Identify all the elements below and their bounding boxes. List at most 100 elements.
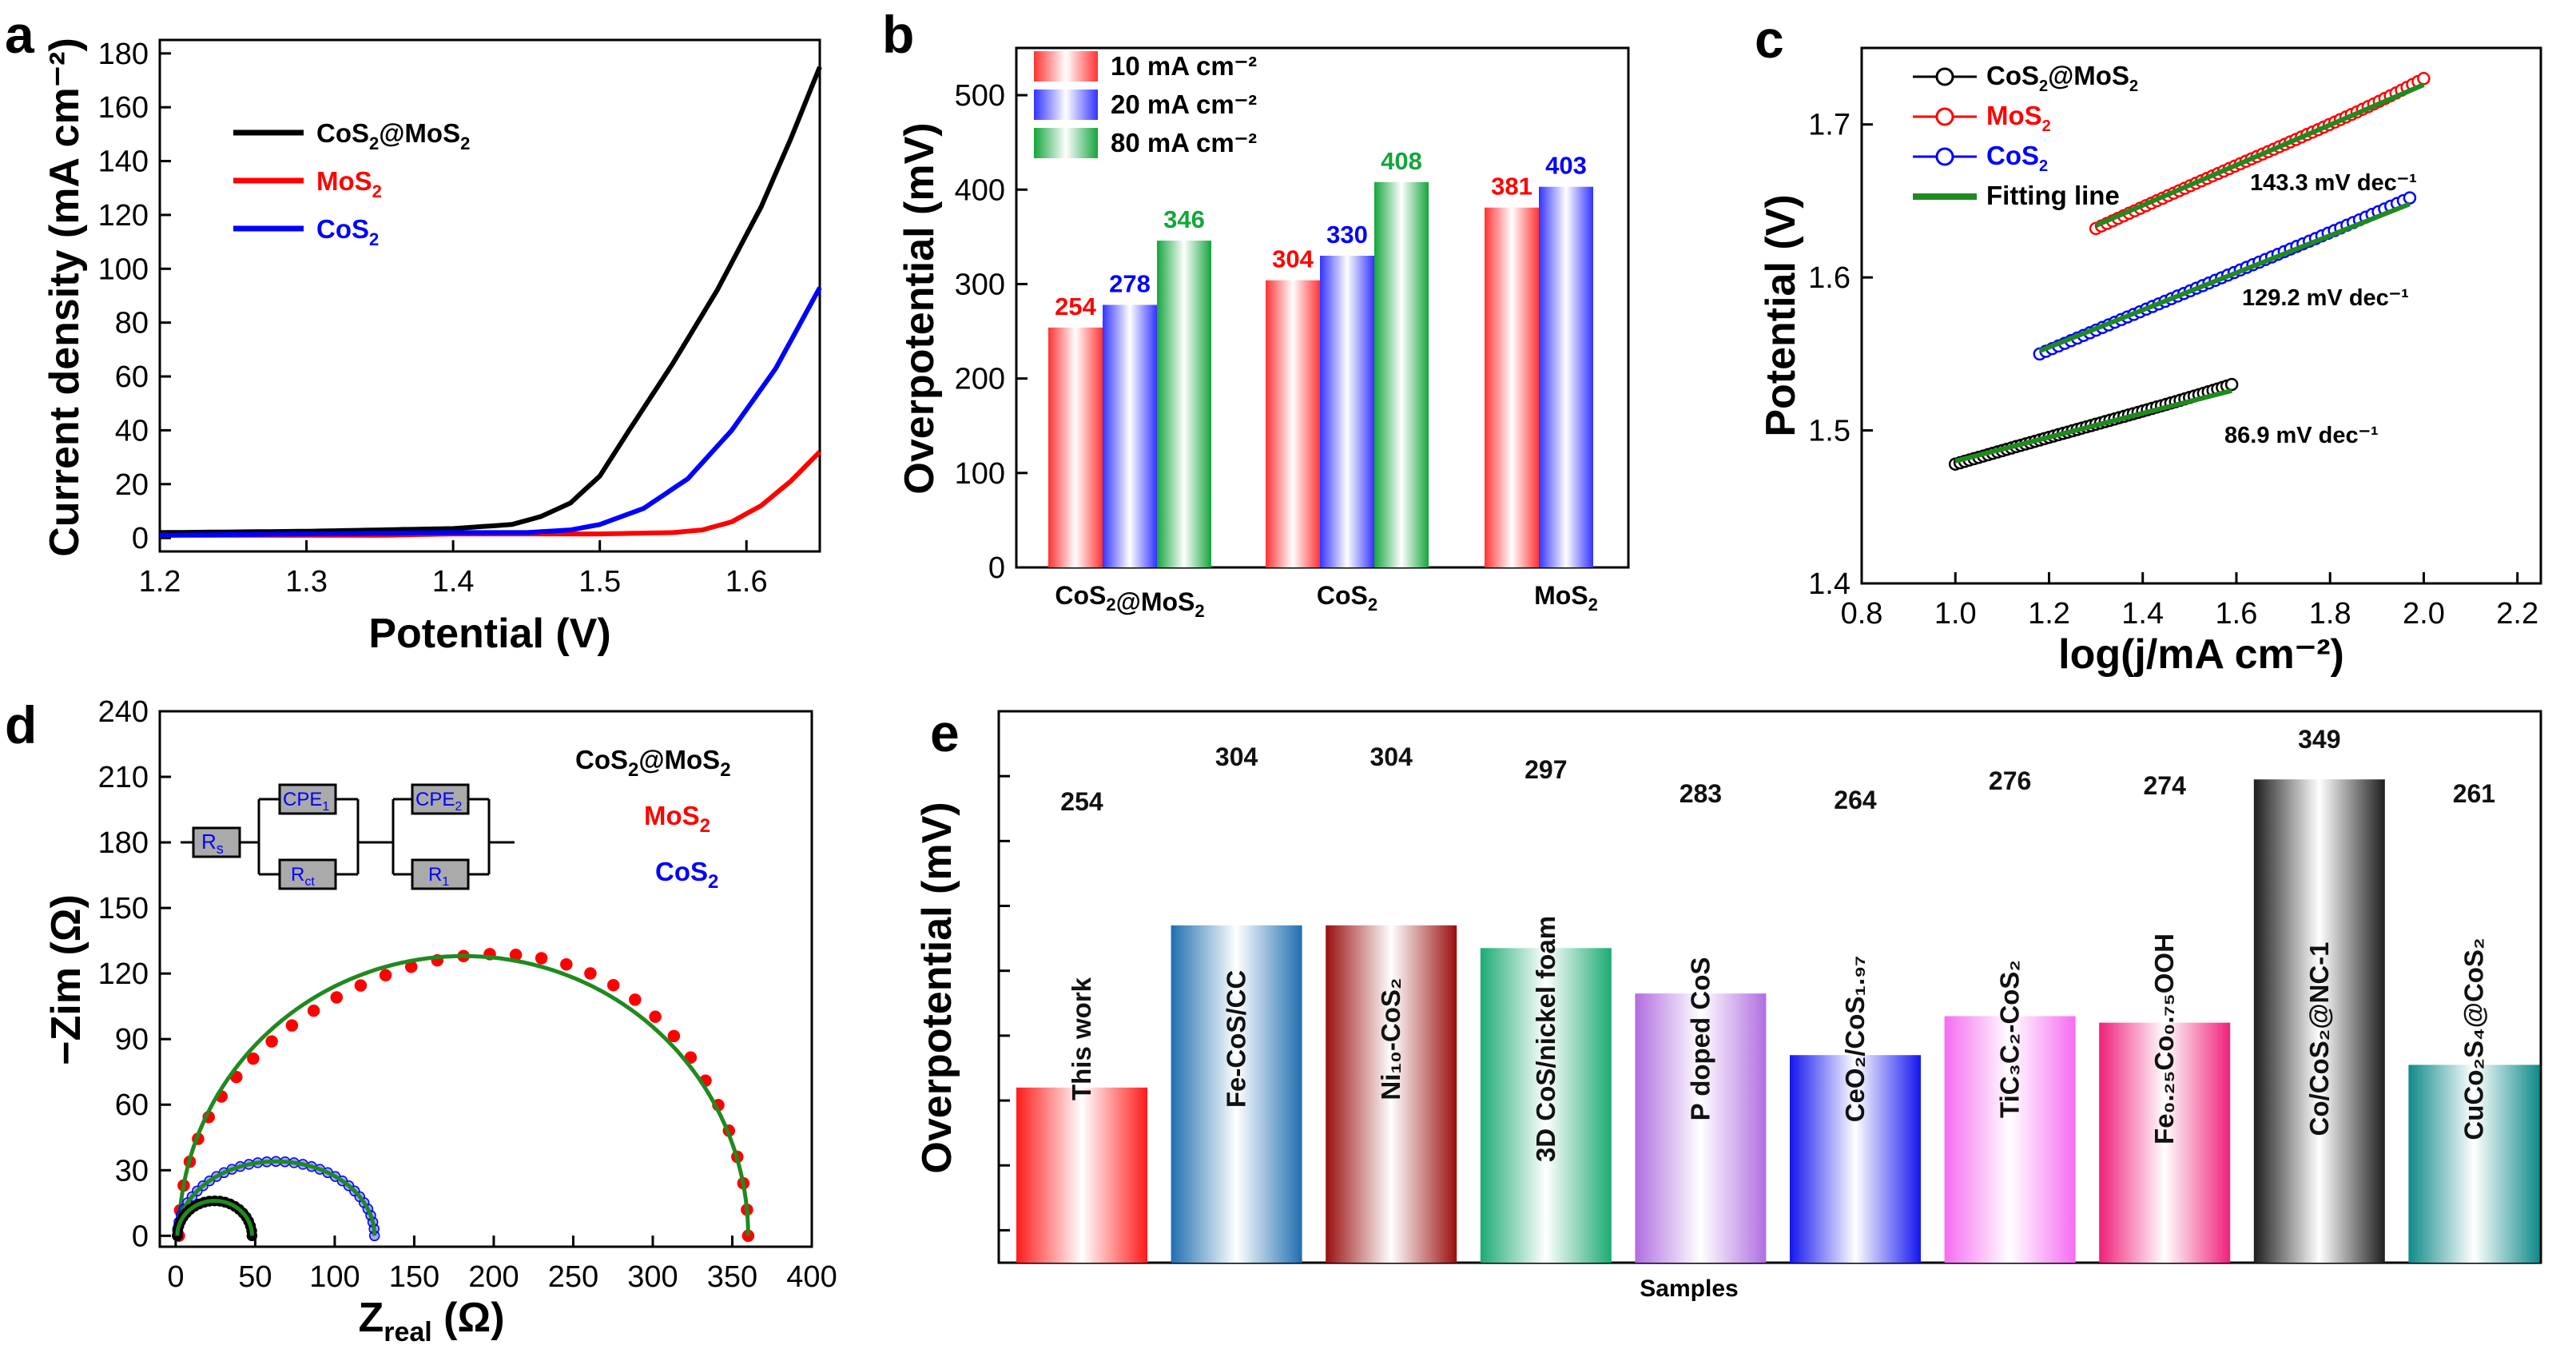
panel-b-letter: b	[882, 5, 914, 64]
bar-7	[2099, 1022, 2231, 1263]
bar-name-label: Fe-CoS/CC	[1222, 970, 1251, 1108]
x-tick-label: 350	[707, 1260, 757, 1294]
y-tick-label: 1.7	[1808, 109, 1851, 142]
x-tick-label-cos2mos2: CoS2@MoS2	[1055, 581, 1204, 621]
bar-cos2mos2-80	[1157, 241, 1211, 567]
y-tick-label: 1.6	[1808, 261, 1851, 295]
legend-label-cos2-c: CoS2	[1986, 141, 2048, 175]
panel-b-bars: 254 278 346 304 330 408 381 403	[1048, 147, 1593, 567]
panel-e: e 254 This work 304 Fe-CoS/CC 304 Ni₁₀-CoS₂ 29…	[914, 703, 2542, 1302]
y-tick-label: 200	[955, 363, 1005, 396]
circuit-cpe2-label: CPE2	[415, 789, 462, 814]
panel-a-frame	[158, 38, 821, 553]
bar-name-label: 3D CoS/nickel foam	[1531, 916, 1560, 1162]
y-tick-label: 100	[955, 457, 1005, 491]
panel-e-frame	[997, 710, 2542, 1264]
bar-2	[1326, 925, 1457, 1263]
panel-e-bars: 254 This work 304 Fe-CoS/CC 304 Ni₁₀-CoS₂ 297 3…	[1016, 725, 2540, 1263]
panel-a-ticks: 1.2 1.3 1.4 1.5 1.6 0 20 40 60 80 100 120 140 160 180	[98, 38, 768, 599]
panel-e-ticks	[999, 774, 1010, 1232]
panel-d-points	[172, 948, 755, 1243]
x-tick-label: 1.8	[2309, 597, 2351, 631]
circuit-r1-label: R1	[428, 864, 449, 889]
bar-value-label: 264	[1834, 786, 1877, 814]
y-tick-label: 140	[98, 145, 149, 179]
data-point-mos2	[247, 1052, 260, 1065]
y-tick-label: 210	[98, 761, 149, 794]
legend-label-cos2-d: CoS2	[655, 857, 718, 893]
circuit-cpe1-label: CPE1	[283, 789, 329, 814]
panel-c-xlabel: log(j/mA cm⁻²)	[2058, 631, 2344, 678]
y-tick-label: 100	[98, 253, 149, 286]
legend-marker-mos2-c	[1935, 107, 1954, 126]
data-point-cos2	[2403, 191, 2417, 205]
circuit-rct-label: Rct	[291, 864, 315, 889]
panel-a-xlabel: Potential (V)	[368, 611, 610, 657]
x-tick-label: 1.4	[2121, 597, 2164, 631]
x-tick-label: 1.0	[1934, 597, 1977, 631]
circuit-rs	[192, 826, 241, 858]
x-tick-label: 1.6	[725, 565, 768, 599]
x-tick-label: 1.3	[285, 565, 328, 599]
legend-label-fit: Fitting line	[1986, 181, 2120, 210]
y-tick-label: 400	[955, 173, 1005, 207]
bar-3	[1480, 948, 1612, 1263]
circuit-r1	[411, 858, 470, 890]
equivalent-circuit	[181, 798, 515, 876]
bar-name-label: Ni₁₀-CoS₂	[1376, 977, 1405, 1100]
bar-value-label: 381	[1491, 173, 1532, 201]
bar-value-label: 408	[1381, 147, 1422, 175]
bar-value-label: 304	[1272, 245, 1314, 273]
slope-label-mos2: 143.3 mV dec⁻¹	[2250, 170, 2417, 196]
bar-value-label: 278	[1109, 269, 1151, 297]
data-point-mos2	[649, 1010, 662, 1023]
y-tick-label: 120	[98, 199, 149, 233]
fit-curve-mos2	[177, 953, 750, 1236]
bar-value-label: 304	[1370, 742, 1413, 771]
data-point-mos2	[2417, 72, 2431, 86]
legend-label-mos2-d: MoS2	[644, 801, 710, 837]
bar-value-label: 403	[1545, 152, 1587, 180]
x-tick-label: 2.2	[2496, 597, 2538, 631]
panel-e-xlabel: Samples	[1640, 1275, 1738, 1302]
fit-line-cos2	[2038, 201, 2411, 353]
y-tick-label: 0	[132, 1220, 149, 1253]
legend-label-cos2mos2-c: CoS2@MoS2	[1986, 61, 2138, 95]
panel-b-ticks: 0 100 200 300 400 500 CoS2@MoS2 CoS2 MoS2	[955, 79, 1598, 621]
bar-1	[1171, 925, 1302, 1263]
bar-value-label: 261	[2453, 779, 2495, 808]
bar-value-label: 254	[1060, 787, 1103, 816]
data-point-cos2mos2	[2224, 377, 2239, 392]
panel-c-letter: c	[1755, 10, 1784, 69]
bar-8	[2253, 779, 2385, 1263]
y-tick-label: 240	[98, 695, 149, 729]
data-point-mos2	[629, 993, 642, 1006]
legend-label-10: 10 mA cm⁻²	[1111, 51, 1257, 81]
x-tick-label: 200	[468, 1260, 519, 1294]
slope-label-cos2mos2: 86.9 mV dec⁻¹	[2224, 423, 2379, 448]
bar-value-label: 254	[1055, 293, 1096, 320]
panel-d-ticks: 0 50 100 150 200 250 300 350 400 0 30 60 90 120 150 180…	[98, 695, 837, 1294]
circuit-cpe2	[411, 783, 470, 815]
circuit-rct	[278, 858, 337, 890]
y-tick-label: 160	[98, 91, 149, 125]
data-point-mos2	[584, 967, 597, 980]
legend-label-cos2mos2: CoS2@MoS2	[316, 118, 470, 153]
bar-9	[2408, 1065, 2540, 1263]
bar-name-label: Fe₀.₂₅Co₀.₇₅OOH	[2149, 933, 2179, 1144]
y-tick-label: 60	[115, 1088, 149, 1122]
bar-6	[1944, 1016, 2076, 1263]
bar-name-label: Co/CoS₂@NC-1	[2304, 941, 2334, 1136]
panel-a-series	[159, 66, 822, 538]
y-tick-label: 1.5	[1808, 415, 1851, 448]
x-tick-label: 1.2	[139, 565, 181, 599]
legend-marker-cos2mos2-c	[1935, 67, 1954, 86]
x-tick-label: 100	[309, 1260, 360, 1294]
legend-label-80: 80 mA cm⁻²	[1111, 128, 1257, 157]
data-point-mos2	[535, 952, 548, 965]
y-tick-label: 30	[115, 1154, 149, 1188]
legend-marker-cos2-c	[1935, 147, 1954, 166]
x-tick-label: 50	[238, 1260, 272, 1294]
bar-cos2-80	[1374, 181, 1429, 567]
y-tick-label: 20	[115, 468, 149, 502]
